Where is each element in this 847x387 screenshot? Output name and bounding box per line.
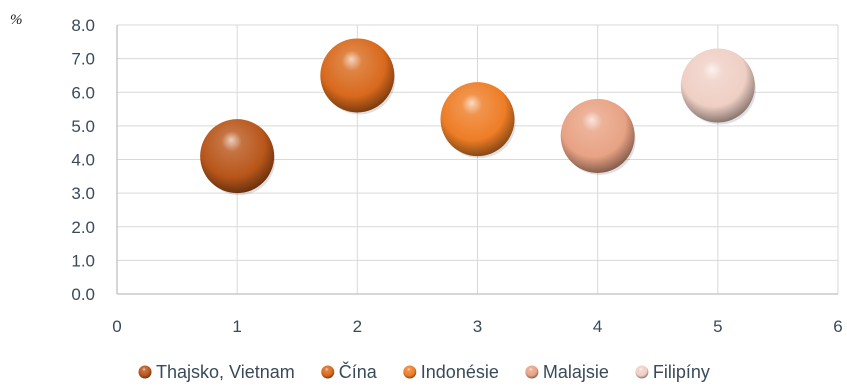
legend-marker — [403, 365, 417, 379]
data-points — [200, 38, 756, 196]
legend-marker — [321, 365, 335, 379]
data-point-sphere — [440, 82, 515, 157]
y-tick-label: 5.0 — [71, 117, 95, 136]
x-tick-label: 1 — [232, 317, 241, 336]
y-tick-label: 6.0 — [71, 83, 95, 102]
y-tick-label: 4.0 — [71, 151, 95, 170]
x-tick-label: 2 — [353, 317, 362, 336]
axes — [116, 25, 838, 295]
x-tick-label: 5 — [713, 317, 722, 336]
legend-label: Indonésie — [421, 362, 499, 382]
y-tick-label: 1.0 — [71, 251, 95, 270]
x-tick-label: 6 — [833, 317, 842, 336]
x-tick-label: 3 — [473, 317, 482, 336]
legend-label: Thajsko, Vietnam — [156, 362, 295, 382]
legend-marker — [525, 365, 539, 379]
y-tick-label: 2.0 — [71, 218, 95, 237]
legend-label: Malajsie — [543, 362, 609, 382]
legend-label: Filipíny — [653, 362, 710, 382]
y-axis-unit-label: % — [10, 12, 23, 28]
y-tick-label: 7.0 — [71, 50, 95, 69]
data-point-sphere — [560, 98, 635, 173]
legend-label: Čína — [339, 361, 378, 382]
data-point-sphere — [680, 48, 755, 123]
legend-marker — [635, 365, 649, 379]
data-point-sphere — [320, 38, 395, 113]
legend-marker — [138, 365, 152, 379]
legend: Thajsko, Vietnam Čína Indonésie Malajsie Fil… — [138, 361, 710, 382]
data-point-sphere — [200, 119, 275, 194]
y-tick-label: 3.0 — [71, 184, 95, 203]
x-tick-label: 4 — [593, 317, 602, 336]
x-tick-label: 0 — [112, 317, 121, 336]
y-tick-labels: 0.0 1.0 2.0 3.0 4.0 5.0 6.0 7.0 8.0 — [71, 16, 95, 304]
x-tick-labels: 0 1 2 3 4 5 6 — [112, 317, 842, 336]
y-tick-label: 8.0 — [71, 16, 95, 35]
y-tick-label: 0.0 — [71, 285, 95, 304]
